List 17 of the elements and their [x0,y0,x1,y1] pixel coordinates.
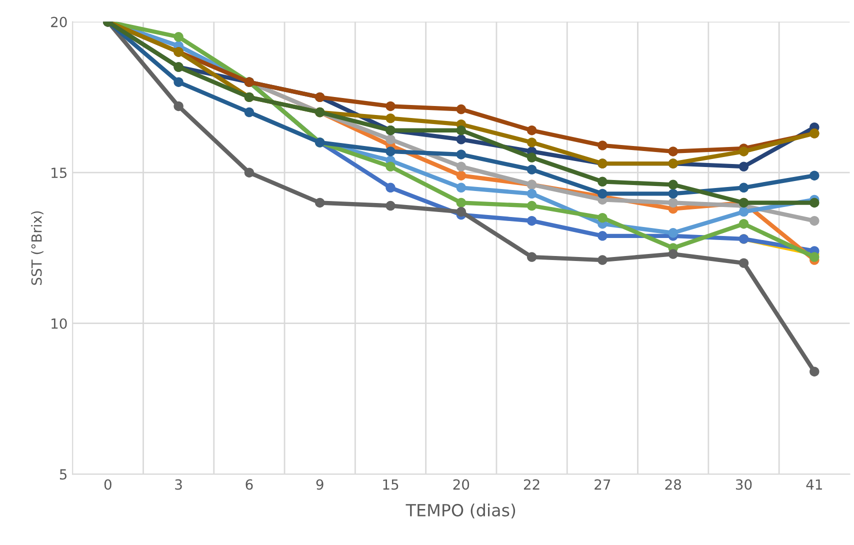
x-tick-label: 20 [453,479,470,490]
x-tick-label: 41 [806,479,822,490]
y-axis-title: SST (°Brix) [31,211,44,285]
x-tick-label: 3 [175,479,182,490]
x-tick-label: 27 [594,479,610,490]
y-tick-label: 20 [51,16,67,28]
x-tick-label: 0 [104,479,112,490]
x-axis-title: TEMPO (dias) [406,504,516,518]
x-tick-label: 6 [246,479,253,490]
y-tick-label: 10 [52,318,67,329]
x-tick-label: 9 [316,479,324,490]
y-tick-label: 15 [52,168,67,178]
y-tick-label: 5 [60,469,67,480]
x-tick-label: 30 [736,479,752,490]
x-tick-label: 22 [524,479,540,490]
x-tick-label: 28 [665,479,681,490]
x-tick-label: 15 [383,479,398,490]
